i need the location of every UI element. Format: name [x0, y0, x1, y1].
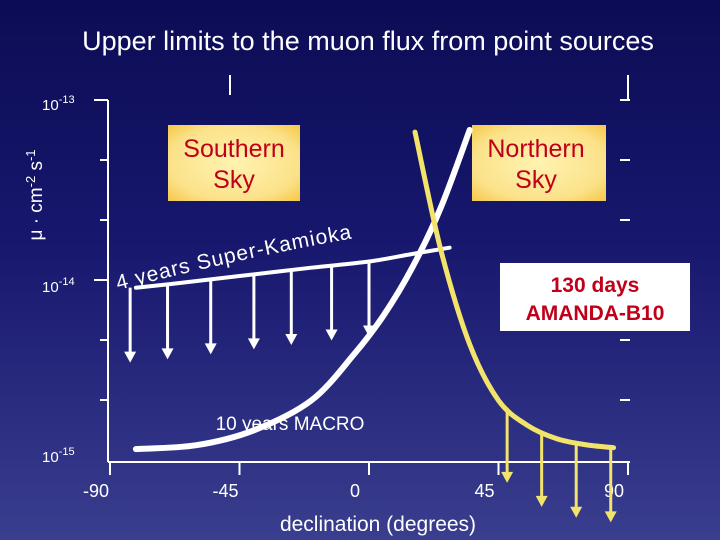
x-tick-label-4: 90 — [604, 481, 624, 501]
northern-sky-line-1: Northern — [487, 135, 584, 163]
northern-sky-box: Northern Sky — [472, 125, 606, 201]
series-0-arrow-head-3 — [247, 338, 260, 350]
amanda-label-line-2: AMANDA-B10 — [526, 302, 665, 325]
series-0-arrow-head-4 — [285, 334, 298, 346]
series-line-2 — [412, 129, 617, 451]
macro-label: 10 years MACRO — [216, 414, 365, 435]
x-tick-label-0: -90 — [83, 481, 109, 501]
frame-ticks — [94, 75, 630, 401]
series-0-arrow-head-0 — [124, 351, 137, 363]
x-tick-label-3: 45 — [474, 481, 494, 501]
amanda-label-line-1: 130 days — [551, 274, 640, 297]
series-2-arrow-head-0 — [501, 471, 514, 483]
series-0-arrow-head-5 — [325, 329, 338, 341]
amanda-label-box: 130 days AMANDA-B10 — [500, 263, 690, 331]
x-tick-labels: -90 -45 0 45 90 — [83, 462, 629, 501]
y-tick-labels: 10-13 10-14 10-15 — [42, 94, 75, 466]
chart-title: Upper limits to the muon flux from point… — [82, 26, 654, 56]
x-tick-label-1: -45 — [212, 481, 238, 501]
x-axis-label: declination (degrees) — [280, 513, 476, 536]
southern-sky-line-1: Southern — [183, 135, 284, 163]
series-2-arrow-head-2 — [570, 506, 583, 518]
series-2-arrow-head-3 — [604, 511, 617, 523]
series-line-1 — [132, 126, 473, 453]
northern-sky-line-2: Sky — [515, 166, 557, 194]
series-0-arrow-head-1 — [161, 348, 174, 360]
y-tick-label-1: 10-14 — [42, 276, 75, 296]
series-line-0 — [133, 245, 452, 290]
x-tick-label-2: 0 — [350, 481, 360, 501]
y-axis-label: μ · cm-2 s-1 — [23, 149, 47, 240]
series-layer — [124, 126, 617, 523]
southern-sky-box: Southern Sky — [168, 125, 300, 201]
series-2-arrow-head-1 — [535, 495, 548, 507]
y-tick-label-2: 10-15 — [42, 446, 75, 466]
southern-sky-line-2: Sky — [213, 166, 255, 194]
y-tick-label-0: 10-13 — [42, 94, 75, 114]
series-0-arrow-head-2 — [204, 343, 217, 355]
